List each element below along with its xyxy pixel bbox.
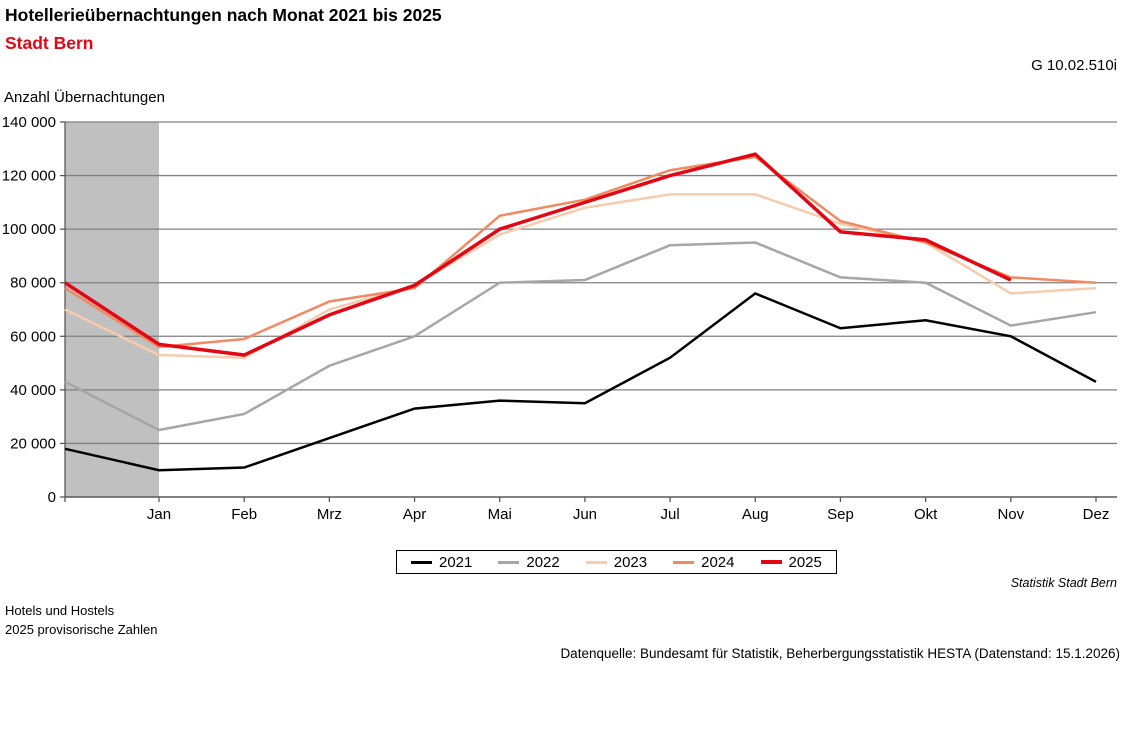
legend-swatch-2025: [760, 560, 782, 564]
x-tick-label: Feb: [231, 506, 257, 523]
y-tick-label: 120 000: [2, 168, 56, 185]
page-title: Hotellerieübernachtungen nach Monat 2021…: [5, 5, 442, 25]
page-subtitle: Stadt Bern: [5, 33, 94, 53]
legend-item-2024: 2024: [673, 553, 735, 571]
series-line-2025: [64, 152, 1012, 357]
legend-label-2024: 2024: [701, 553, 735, 571]
series-line-2023: [64, 193, 1097, 359]
line-chart: 0 20 000 40 000 60 000 80 000 100 000 120 000 1…: [2, 114, 1117, 523]
x-tick-label: Jun: [573, 506, 597, 523]
series-line-2024: [64, 155, 1097, 349]
legend-item-2022: 2022: [498, 553, 560, 571]
legend-swatch-2023: [585, 560, 607, 564]
highlight-band: [65, 122, 159, 497]
y-tick-label: 80 000: [10, 275, 56, 292]
footnote-provisional: 2025 provisorische Zahlen: [5, 622, 158, 637]
legend-swatch-2022: [498, 560, 520, 564]
x-tick-label: Jul: [660, 506, 679, 523]
x-tick-label: Mai: [488, 506, 512, 523]
x-tick-label: Mrz: [317, 506, 342, 523]
graph-id-label: G 10.02.510i: [1031, 57, 1117, 74]
x-tick-label: Aug: [742, 506, 769, 523]
chart-legend: 2021 2022 2023 2024 2025: [396, 550, 837, 574]
y-tick-label: 100 000: [2, 221, 56, 238]
legend-label-2022: 2022: [526, 553, 560, 571]
legend-label-2021: 2021: [439, 553, 473, 571]
x-tick-label: Jan: [147, 506, 171, 523]
y-tick-label: 20 000: [10, 435, 56, 452]
x-tick-label: Sep: [827, 506, 854, 523]
legend-item-2021: 2021: [411, 554, 472, 571]
x-tick-label: Dez: [1083, 506, 1110, 523]
legend-item-2023: 2023: [585, 553, 648, 571]
legend-label-2025: 2025: [788, 553, 822, 571]
x-tick-label: Nov: [997, 506, 1024, 523]
legend-label-2023: 2023: [613, 553, 648, 571]
y-tick-label: 60 000: [10, 328, 56, 345]
y-tick-label: 0: [48, 489, 56, 506]
x-tick-label: Apr: [403, 506, 426, 523]
y-tick-label: 40 000: [10, 382, 56, 399]
series-line-2022: [64, 241, 1097, 432]
footnote-hotels: Hotels und Hostels: [5, 603, 115, 618]
attribution-label: Statistik Stadt Bern: [1010, 576, 1117, 590]
y-axis-title: Anzahl Übernachtungen: [4, 89, 165, 106]
legend-item-2025: 2025: [760, 553, 822, 571]
legend-swatch-2021: [411, 560, 432, 564]
line-chart-svg: 0 20 000 40 000 60 000 80 000 100 000 120 000 1…: [2, 114, 1117, 523]
legend-swatch-2024: [673, 560, 695, 564]
y-tick-label: 140 000: [2, 114, 56, 131]
x-tick-label: Okt: [914, 506, 938, 523]
data-source-label: Datenquelle: Bundesamt für Statistik, Be…: [560, 646, 1120, 661]
series-line-2021: [64, 292, 1097, 472]
